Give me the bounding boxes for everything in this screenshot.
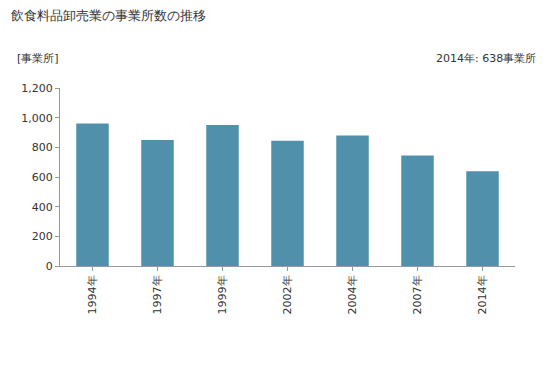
- svg-text:2007年: 2007年: [411, 275, 424, 314]
- svg-text:800: 800: [32, 141, 53, 154]
- svg-text:600: 600: [32, 171, 53, 184]
- svg-text:[事業所]: [事業所]: [17, 52, 59, 65]
- svg-text:1,200: 1,200: [21, 82, 53, 95]
- svg-text:2002年: 2002年: [281, 275, 294, 314]
- svg-text:2014年: 638事業所: 2014年: 638事業所: [436, 52, 536, 65]
- svg-text:400: 400: [32, 201, 53, 214]
- svg-text:200: 200: [32, 230, 53, 243]
- svg-text:1,000: 1,000: [21, 112, 53, 125]
- svg-text:2014年: 2014年: [476, 275, 489, 314]
- svg-text:1997年: 1997年: [151, 275, 164, 314]
- svg-text:0: 0: [46, 260, 53, 273]
- svg-text:飲食料品卸売業の事業所数の推移: 飲食料品卸売業の事業所数の推移: [11, 8, 206, 23]
- svg-text:1999年: 1999年: [216, 275, 229, 314]
- svg-text:2004年: 2004年: [346, 275, 359, 314]
- svg-text:1994年: 1994年: [86, 275, 99, 314]
